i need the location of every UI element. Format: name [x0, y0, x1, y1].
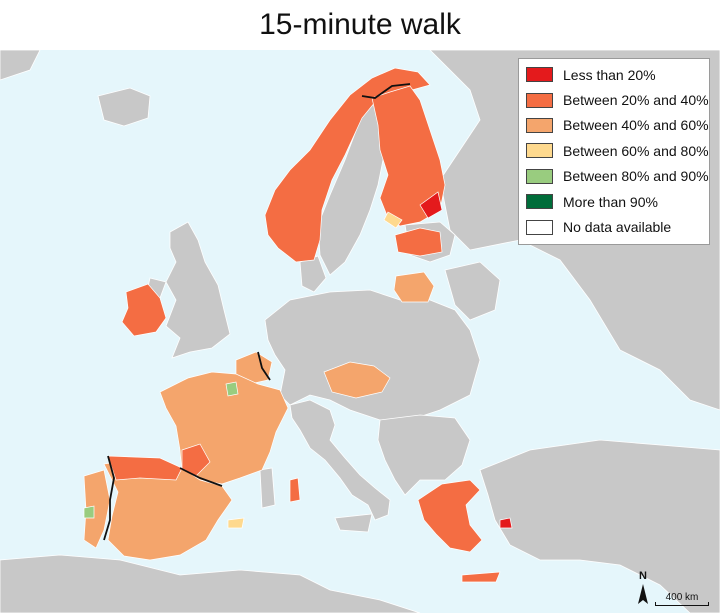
- scale-label: 400 km: [665, 592, 699, 603]
- legend-label: No data available: [563, 219, 672, 236]
- legend-swatch: [526, 143, 553, 159]
- legend-item: More than 90%: [519, 189, 709, 214]
- legend-label: Between 60% and 80%: [563, 142, 709, 159]
- legend-item: Between 80% and 90%: [519, 164, 709, 189]
- region-spain-north: [107, 455, 183, 481]
- region-finland-coast: [383, 211, 403, 229]
- region-corsica: [289, 477, 301, 503]
- legend-item: No data available: [519, 214, 709, 239]
- region-czechia: [323, 361, 391, 399]
- region-latvia: [394, 227, 443, 257]
- legend-label: More than 90%: [563, 193, 658, 210]
- region-crete: [461, 571, 501, 583]
- legend-swatch: [526, 117, 553, 133]
- data-regions: [83, 67, 513, 583]
- region-lisbon: [83, 505, 95, 519]
- legend: Less than 20% Between 20% and 40% Between …: [518, 58, 710, 245]
- region-ireland: [121, 283, 167, 337]
- legend-swatch: [526, 219, 553, 235]
- scale-bar: 400 km: [655, 592, 709, 606]
- region-paris: [225, 381, 239, 397]
- legend-item: Between 60% and 80%: [519, 138, 709, 163]
- legend-item: Less than 20%: [519, 62, 709, 87]
- scale-line: [655, 602, 709, 606]
- legend-label: Between 80% and 90%: [563, 168, 709, 185]
- map-title: 15-minute walk: [0, 0, 720, 50]
- national-outlines: [103, 83, 411, 541]
- region-lithuania: [393, 271, 435, 303]
- legend-swatch: [526, 168, 553, 184]
- region-greek-islands: [499, 517, 513, 529]
- region-finland-south: [419, 191, 443, 219]
- legend-item: Between 40% and 60%: [519, 113, 709, 138]
- region-greece: [417, 479, 483, 553]
- legend-swatch: [526, 92, 553, 108]
- legend-swatch: [526, 194, 553, 210]
- legend-label: Less than 20%: [563, 66, 656, 83]
- north-arrow-icon: [638, 584, 648, 604]
- region-balearics: [227, 517, 245, 529]
- legend-label: Between 20% and 40%: [563, 92, 709, 109]
- region-france-dark: [181, 443, 211, 477]
- north-label: N: [639, 570, 647, 582]
- north-arrow: N: [633, 570, 653, 608]
- legend-item: Between 20% and 40%: [519, 87, 709, 112]
- legend-swatch: [526, 67, 553, 83]
- legend-label: Between 40% and 60%: [563, 117, 709, 134]
